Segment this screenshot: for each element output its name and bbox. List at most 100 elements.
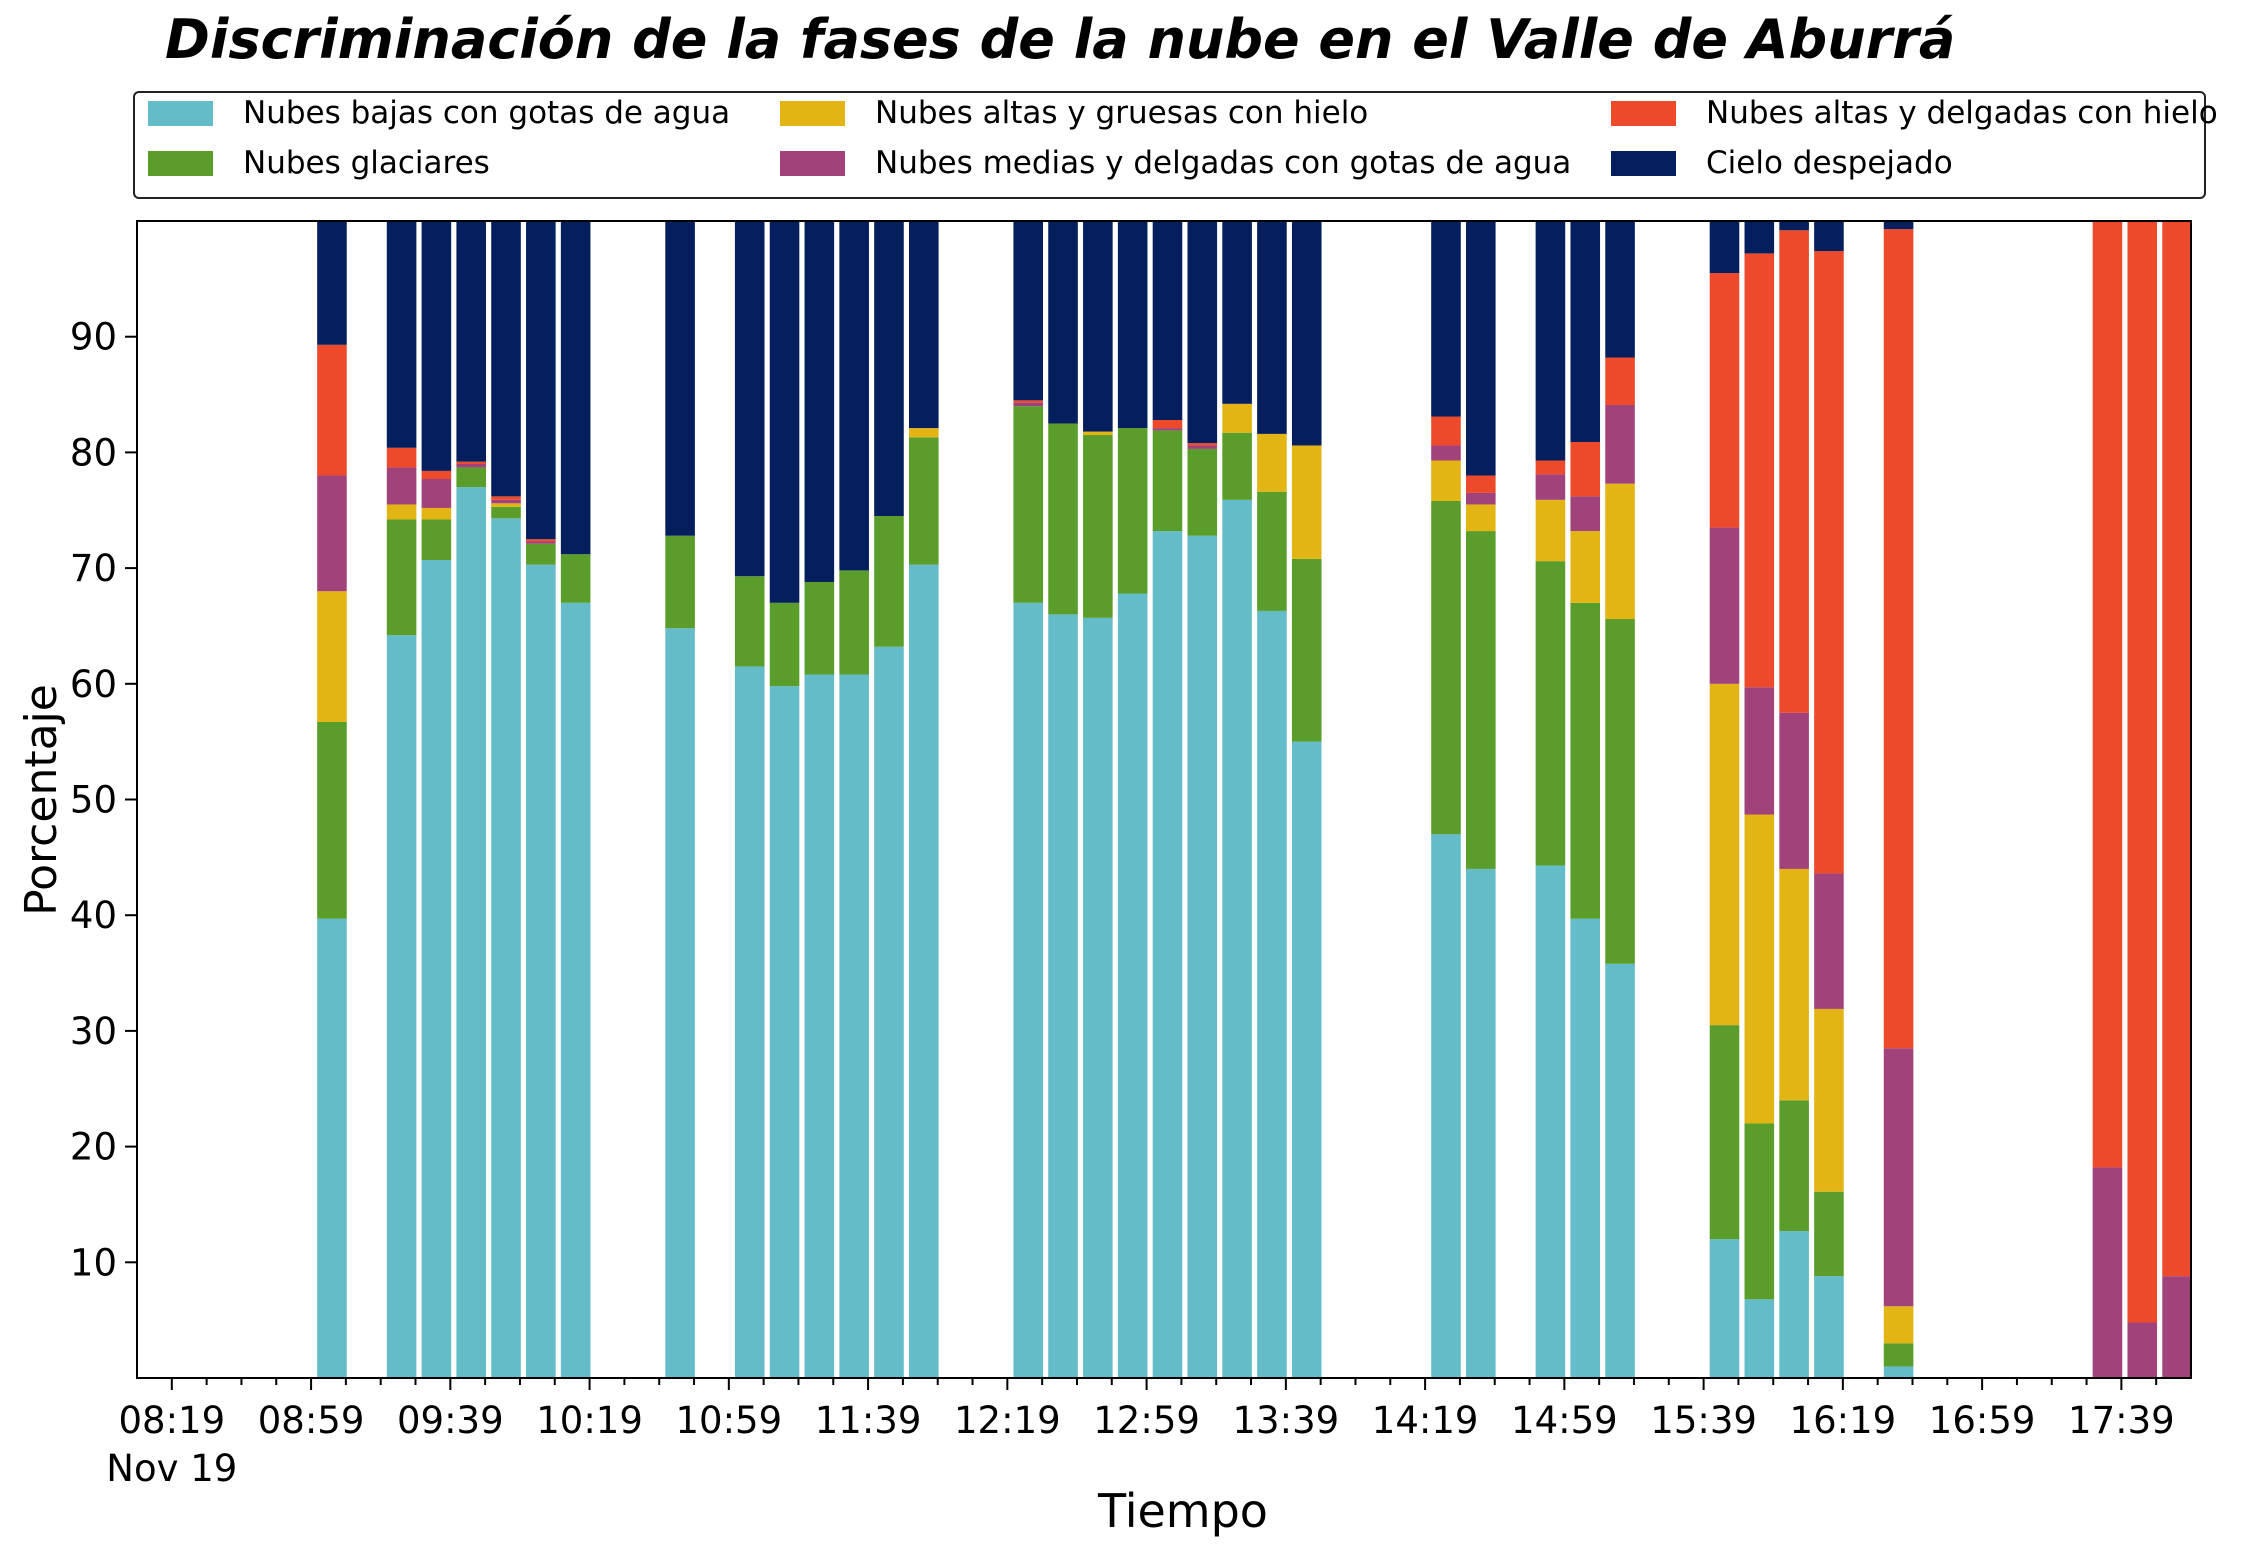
bar-segment <box>1257 610 1287 1378</box>
legend-item-nubes-glaciares: Nubes glaciares <box>148 143 490 183</box>
bar-segment <box>317 221 347 345</box>
bar-segment <box>1535 499 1566 562</box>
bar-segment <box>2162 221 2192 1277</box>
bar-segment <box>1466 504 1496 532</box>
bar-segment <box>2162 1276 2192 1378</box>
bar-segment <box>1570 496 1601 532</box>
bar-segment <box>1709 527 1740 684</box>
bar-segment <box>1152 428 1183 431</box>
bar-segment <box>1535 460 1566 475</box>
legend-label: Nubes altas y delgadas con hielo <box>1706 95 2218 131</box>
bar-segment <box>421 221 452 471</box>
bar-segment <box>1013 602 1044 1378</box>
bar-segment <box>1709 273 1740 528</box>
bar-segment <box>560 221 591 555</box>
bar-segment <box>1744 221 1775 254</box>
y-tick-label: 80 <box>70 431 117 474</box>
bar-segment <box>1083 431 1113 436</box>
bar-segment <box>317 344 347 476</box>
x-tick-label: 16:59 <box>1929 1399 2036 1442</box>
bar-segment <box>1605 221 1635 358</box>
y-tick-label: 40 <box>70 894 117 937</box>
y-tick-label: 60 <box>70 663 117 706</box>
bar-segment <box>1048 614 1078 1378</box>
bar-segment <box>1883 1366 1914 1378</box>
legend-swatch-nubes-glaciares <box>148 150 213 176</box>
bar-segment <box>386 635 417 1378</box>
bar-segment <box>560 602 591 1378</box>
bar-segment <box>1779 868 1809 1101</box>
legend-swatch-nubes-bajas <box>148 100 213 126</box>
bar-segment <box>1744 253 1775 688</box>
bar-segment <box>1570 441 1601 497</box>
bar-segment <box>1466 868 1496 1378</box>
bar-segment <box>1117 221 1148 429</box>
y-tick-label: 30 <box>70 1010 117 1053</box>
y-tick-label: 20 <box>70 1126 117 1169</box>
legend-swatch-cielo-despejado <box>1611 150 1676 176</box>
bar-segment <box>317 475 347 592</box>
bar-segment <box>1117 593 1148 1378</box>
bar-segment <box>908 221 939 429</box>
bar-segment <box>1605 357 1635 405</box>
bar-segment <box>1152 420 1183 429</box>
bar-segment <box>1013 221 1044 401</box>
bar-segment <box>1291 445 1322 559</box>
bar-segment <box>1431 416 1461 446</box>
legend: Nubes bajas con gotas de agua Nubes glac… <box>133 91 2218 199</box>
x-tick-label: 11:39 <box>815 1399 922 1442</box>
x-axis-label: Tiempo <box>1097 1484 1268 1538</box>
bar-segment <box>317 918 347 1378</box>
bar-segment <box>386 447 417 468</box>
bar-segment <box>839 221 869 571</box>
bar-segment <box>1257 433 1287 492</box>
bar-segment <box>1535 221 1566 461</box>
bar-segment <box>1048 423 1078 615</box>
bar-segment <box>1814 873 1844 1009</box>
bar-segment <box>491 506 521 519</box>
bar-segment <box>1605 404 1635 484</box>
bar-segment <box>1431 460 1461 501</box>
bar-segment <box>1709 221 1740 274</box>
bar-segment <box>421 519 452 560</box>
y-tick-label: 70 <box>70 547 117 590</box>
x-tick-label: 14:59 <box>1511 1399 1618 1442</box>
bar-segment <box>734 221 765 577</box>
bar-segment <box>526 539 556 542</box>
x-tick-label: 12:19 <box>954 1399 1061 1442</box>
bar-segment <box>421 479 452 508</box>
bar-segment <box>526 221 556 540</box>
x-tick-label: 09:39 <box>397 1399 504 1442</box>
bar-segment <box>874 646 904 1378</box>
bar-segment <box>1779 230 1809 713</box>
bar-segment <box>491 499 521 504</box>
bar-segment <box>1570 918 1601 1378</box>
y-tick-label: 90 <box>70 316 117 359</box>
bar-segment <box>874 516 904 647</box>
bar-segment <box>386 467 417 505</box>
legend-swatch-altas-gruesas <box>780 100 845 126</box>
legend-item-altas-delgadas: Nubes altas y delgadas con hielo <box>1611 93 2218 133</box>
chart-title: Discriminación de la fases de la nube en… <box>165 8 1956 71</box>
bar-segment <box>1535 561 1566 866</box>
bar-segment <box>2127 1322 2158 1378</box>
x-tick-label: 08:19 <box>118 1399 225 1442</box>
bar-segment <box>769 686 800 1378</box>
bar-segment <box>421 560 452 1378</box>
bar-segment <box>1291 741 1322 1378</box>
bar-segment <box>456 221 486 462</box>
bar-segment <box>1257 491 1287 611</box>
bar-segment <box>1883 1048 1914 1307</box>
legend-item-nubes-bajas: Nubes bajas con gotas de agua <box>148 93 730 133</box>
x-tick-label: 12:59 <box>1093 1399 1200 1442</box>
bar-segment <box>491 221 521 497</box>
bar-segment <box>908 437 939 565</box>
axes-layer: 10 20 30 40 50 60 70 80 90 08:19 Nov 19 08:59 09:39 1… <box>70 316 2175 1490</box>
bar-segment <box>1779 221 1809 231</box>
bar-segment <box>1187 535 1218 1378</box>
x-tick-sublabel: Nov 19 <box>106 1447 237 1490</box>
bar-segment <box>1257 221 1287 434</box>
legend-label: Cielo despejado <box>1706 145 1953 181</box>
bar-segment <box>456 461 486 464</box>
